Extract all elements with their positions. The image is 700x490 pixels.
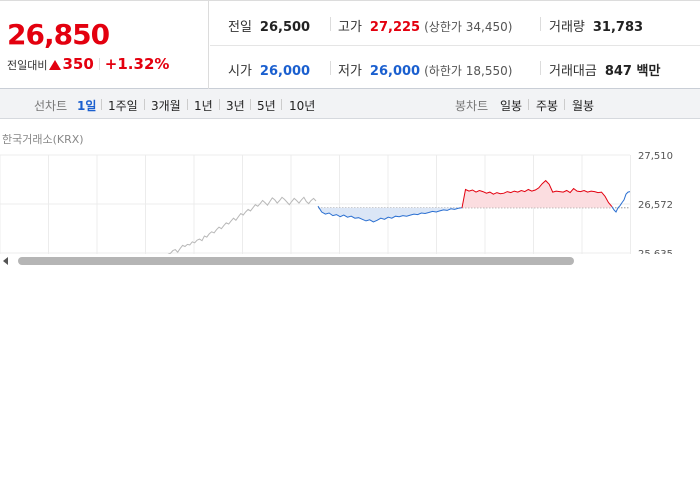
lower-limit: (하한가 18,550) <box>424 64 512 78</box>
stat-prev-close: 전일 26,500 <box>228 16 310 35</box>
row-divider <box>210 45 700 46</box>
price-box: 26,850 전일대비 350 +1.32% <box>0 1 209 89</box>
change-label: 전일대비 <box>7 59 48 72</box>
change-amount: 350 <box>62 55 94 73</box>
tab-10y[interactable]: 10년 <box>289 99 316 113</box>
stat-label: 고가 <box>338 20 362 35</box>
y-tick-label: 27,510 <box>638 151 673 162</box>
upper-limit: (상한가 34,450) <box>424 20 512 34</box>
lower-limit-close: ) <box>507 64 513 78</box>
series-line <box>461 179 613 208</box>
divider <box>250 99 251 110</box>
divider <box>187 99 188 110</box>
divider <box>528 99 529 110</box>
series-line <box>611 191 631 213</box>
upper-limit-close: ) <box>507 20 513 34</box>
stat-low: 저가 26,000 (하한가 18,550) <box>338 60 512 79</box>
up-triangle-icon <box>49 60 62 70</box>
tab-daily-candle[interactable]: 일봉 <box>500 99 523 113</box>
change-row: 전일대비 350 +1.32% <box>7 55 169 73</box>
divider <box>540 17 541 31</box>
stat-value: 26,000 <box>369 64 421 79</box>
divider <box>101 99 102 110</box>
stat-label: 전일 <box>228 20 252 35</box>
divider <box>144 99 145 110</box>
line-chart-label: 선차트 <box>34 99 68 113</box>
series-line <box>167 196 317 255</box>
stat-value: 27,225 <box>369 20 421 35</box>
stat-label: 저가 <box>338 64 362 79</box>
y-tick-label: 26,572 <box>638 200 673 211</box>
upper-limit-value: 34,450 <box>465 20 508 34</box>
tab-1d[interactable]: 1일 <box>77 99 97 113</box>
tab-monthly-candle[interactable]: 월봉 <box>572 99 595 113</box>
series-area <box>462 180 612 208</box>
chart-scrollbar[interactable] <box>0 254 700 268</box>
current-price: 26,850 <box>7 18 110 51</box>
stat-high: 고가 27,225 (상한가 34,450) <box>338 16 512 35</box>
stat-label: 거래대금 <box>549 64 597 79</box>
upper-limit-label: (상한가 <box>424 20 462 34</box>
divider <box>98 58 100 70</box>
stat-value: 26,500 <box>259 20 311 35</box>
series-area <box>318 206 462 222</box>
scroll-left-arrow-icon[interactable] <box>3 257 8 265</box>
stat-label: 거래량 <box>549 20 585 35</box>
divider <box>281 99 282 110</box>
tab-weekly-candle[interactable]: 주봉 <box>536 99 559 113</box>
divider <box>219 99 220 110</box>
stat-trade-value: 거래대금 847 백만 <box>549 60 660 79</box>
tab-1w[interactable]: 1주일 <box>108 99 138 113</box>
lower-limit-label: (하한가 <box>424 64 462 78</box>
stat-label: 시가 <box>228 64 252 79</box>
chart-period-tabs: 선차트 1일 1주일 3개월 1년 3년 5년 10년 봉차트 일봉 주봉 월봉 <box>0 89 700 119</box>
tab-3m[interactable]: 3개월 <box>151 99 181 113</box>
tab-5y[interactable]: 5년 <box>257 99 276 113</box>
tab-1y[interactable]: 1년 <box>194 99 213 113</box>
scrollbar-thumb[interactable] <box>18 257 574 265</box>
tab-3y[interactable]: 3년 <box>226 99 245 113</box>
series-line <box>317 205 463 223</box>
candle-chart-label: 봉차트 <box>455 99 489 113</box>
stat-open: 시가 26,000 <box>228 60 310 79</box>
divider <box>540 61 541 75</box>
chart-source: 한국거래소(KRX) <box>2 133 84 146</box>
stat-value: 847 백만 <box>604 64 661 79</box>
stat-value: 26,000 <box>259 64 311 79</box>
divider <box>330 61 331 75</box>
divider <box>564 99 565 110</box>
stock-summary: 26,850 전일대비 350 +1.32% 전일 26,500 고가 27,225 (상… <box>0 0 700 89</box>
stat-volume: 거래량 31,783 <box>549 16 643 35</box>
lower-limit-value: 18,550 <box>465 64 508 78</box>
divider <box>330 17 331 31</box>
change-rate: +1.32% <box>104 55 170 73</box>
stat-value: 31,783 <box>592 20 644 35</box>
